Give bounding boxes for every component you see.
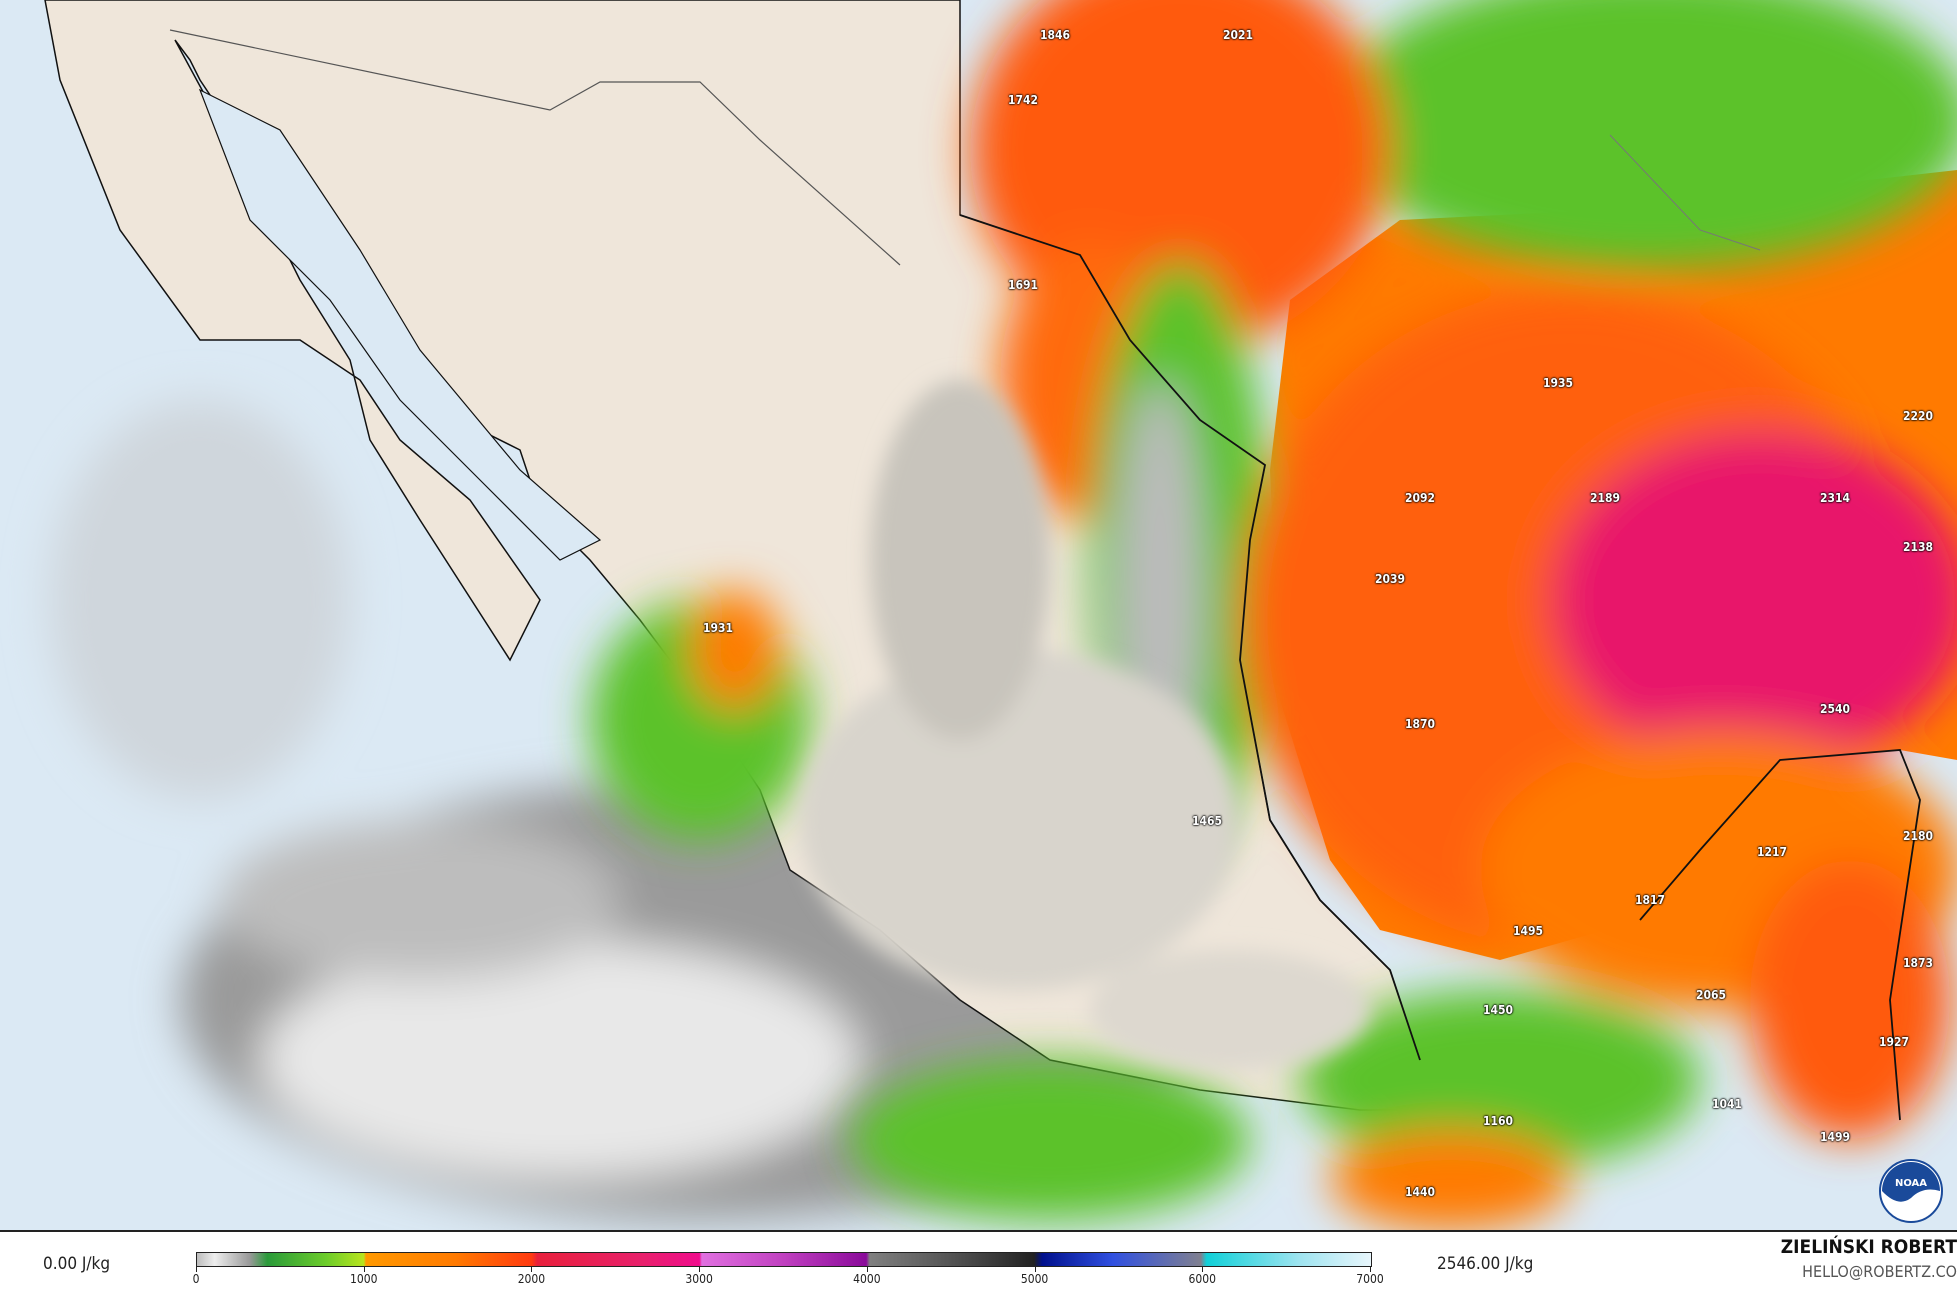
cape-value-label: 1742 [1007, 93, 1039, 107]
cape-value-label: 1873 [1902, 956, 1934, 970]
highlands [800, 380, 1370, 1070]
legend-max-label: 2546.00 J/kg [1437, 1254, 1534, 1274]
yucatan-coast [1639, 749, 1921, 1121]
brand-name: ZIELIŃSKI ROBERT [1780, 1236, 1957, 1258]
brand: ZIELIŃSKI ROBERT HELLO@ROBERTZ.CO [1781, 1236, 1957, 1281]
legend-min-label: 0.00 J/kg [43, 1254, 111, 1274]
brand-email[interactable]: HELLO@ROBERTZ.CO [1802, 1262, 1957, 1281]
colorbar-tick-label: 2000 [517, 1272, 546, 1286]
cape-value-label: 2180 [1902, 829, 1934, 843]
cape-value-label: 1160 [1482, 1114, 1514, 1128]
cape-value-label: 1691 [1007, 278, 1039, 292]
legend-bar: 0.00 J/kg 0 1000 2000 3000 4000 5000 6000 7000 … [0, 1230, 1957, 1289]
colorbar-tick [196, 1266, 197, 1272]
cape-value-label: 1041 [1711, 1097, 1743, 1111]
colorbar-tick [699, 1266, 701, 1272]
cape-value-label: 2314 [1819, 491, 1851, 505]
cape-value-label: 2540 [1819, 702, 1851, 716]
noaa-logo: NOAA [1879, 1159, 1943, 1223]
colorbar-tick [1034, 1266, 1036, 1272]
colorbar-tick-label: 5000 [1020, 1272, 1049, 1286]
cape-value-label: 2138 [1902, 540, 1934, 554]
colorbar-tick [363, 1266, 365, 1272]
coastline [959, 214, 1421, 1061]
cape-value-label: 1935 [1542, 376, 1574, 390]
colorbar-tick [1370, 1266, 1371, 1272]
cape-value-label: 2021 [1222, 28, 1254, 42]
cape-value-label: 1870 [1404, 717, 1436, 731]
colorbar-tick-label: 4000 [853, 1272, 881, 1286]
cape-value-label: 1450 [1482, 1003, 1514, 1017]
cape-value-label: 2065 [1695, 988, 1727, 1002]
colorbar-tick-label: 1000 [349, 1272, 378, 1286]
us-mexico-border [169, 29, 901, 266]
colorbar-tick [866, 1266, 868, 1272]
cape-value-label: 1499 [1819, 1130, 1851, 1144]
colorbar-tick [531, 1266, 533, 1272]
colorbar-tick-label: 7000 [1356, 1272, 1384, 1286]
cape-value-label: 1217 [1756, 845, 1788, 859]
cape-map[interactable]: 1846 2021 1742 1691 1935 2220 2092 2189 2314 2138… [0, 0, 1957, 1230]
cape-value-label: 1931 [702, 621, 734, 635]
cape-value-label: 1927 [1878, 1035, 1910, 1049]
cape-value-label: 1817 [1634, 893, 1666, 907]
colorbar-tick-label: 3000 [685, 1272, 713, 1286]
cape-value-label: 1495 [1512, 924, 1544, 938]
svg-text:NOAA: NOAA [1895, 1178, 1927, 1189]
cape-value-label: 2092 [1404, 491, 1436, 505]
cape-value-label: 2220 [1902, 409, 1934, 423]
colorbar-tick-label: 0 [192, 1272, 200, 1286]
cape-value-label: 1846 [1039, 28, 1071, 42]
colorbar [196, 1252, 1372, 1267]
cape-value-label: 2189 [1589, 491, 1621, 505]
colorbar-tick [1202, 1266, 1204, 1272]
cape-value-label: 2039 [1374, 572, 1406, 586]
colorbar-tick-label: 6000 [1188, 1272, 1217, 1286]
gulf-of-california [198, 88, 602, 561]
state-border [1609, 134, 1761, 251]
map-canvas [0, 0, 1957, 1230]
cape-value-label: 1465 [1191, 814, 1223, 828]
cape-value-label: 1440 [1404, 1185, 1436, 1199]
